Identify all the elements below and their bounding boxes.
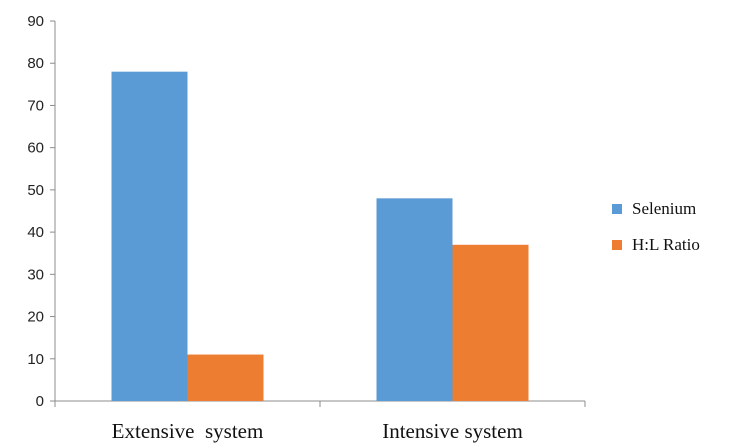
y-tick-label: 80 <box>27 55 44 72</box>
y-tick-label: 10 <box>27 351 44 368</box>
bar-selenium-1 <box>111 71 188 402</box>
legend-swatch <box>612 204 622 214</box>
bar-selenium-2 <box>376 198 453 401</box>
y-tick-label: 50 <box>27 182 44 199</box>
y-tick-label: 20 <box>27 309 44 326</box>
y-tick-label: 40 <box>27 224 44 241</box>
legend: Selenium H:L Ratio <box>612 199 700 254</box>
bar-h-l-ratio-1 <box>187 354 264 401</box>
x-category-label: Extensive system <box>112 419 264 443</box>
bars <box>111 71 529 402</box>
x-axis: Extensive system Intensive system <box>54 400 586 443</box>
y-tick-label: 30 <box>27 266 44 283</box>
legend-swatch <box>612 240 622 250</box>
y-tick-label: 70 <box>27 97 44 114</box>
y-tick-label: 60 <box>27 140 44 157</box>
y-axis: 0 10 20 30 40 50 60 70 80 90 <box>27 13 56 410</box>
bar-h-l-ratio-2 <box>452 244 529 401</box>
x-category-label: Intensive system <box>382 419 523 443</box>
legend-label: Selenium <box>632 199 696 218</box>
y-tick-label: 90 <box>27 13 44 30</box>
y-tick-label: 0 <box>36 393 44 410</box>
legend-label: H:L Ratio <box>632 235 700 254</box>
